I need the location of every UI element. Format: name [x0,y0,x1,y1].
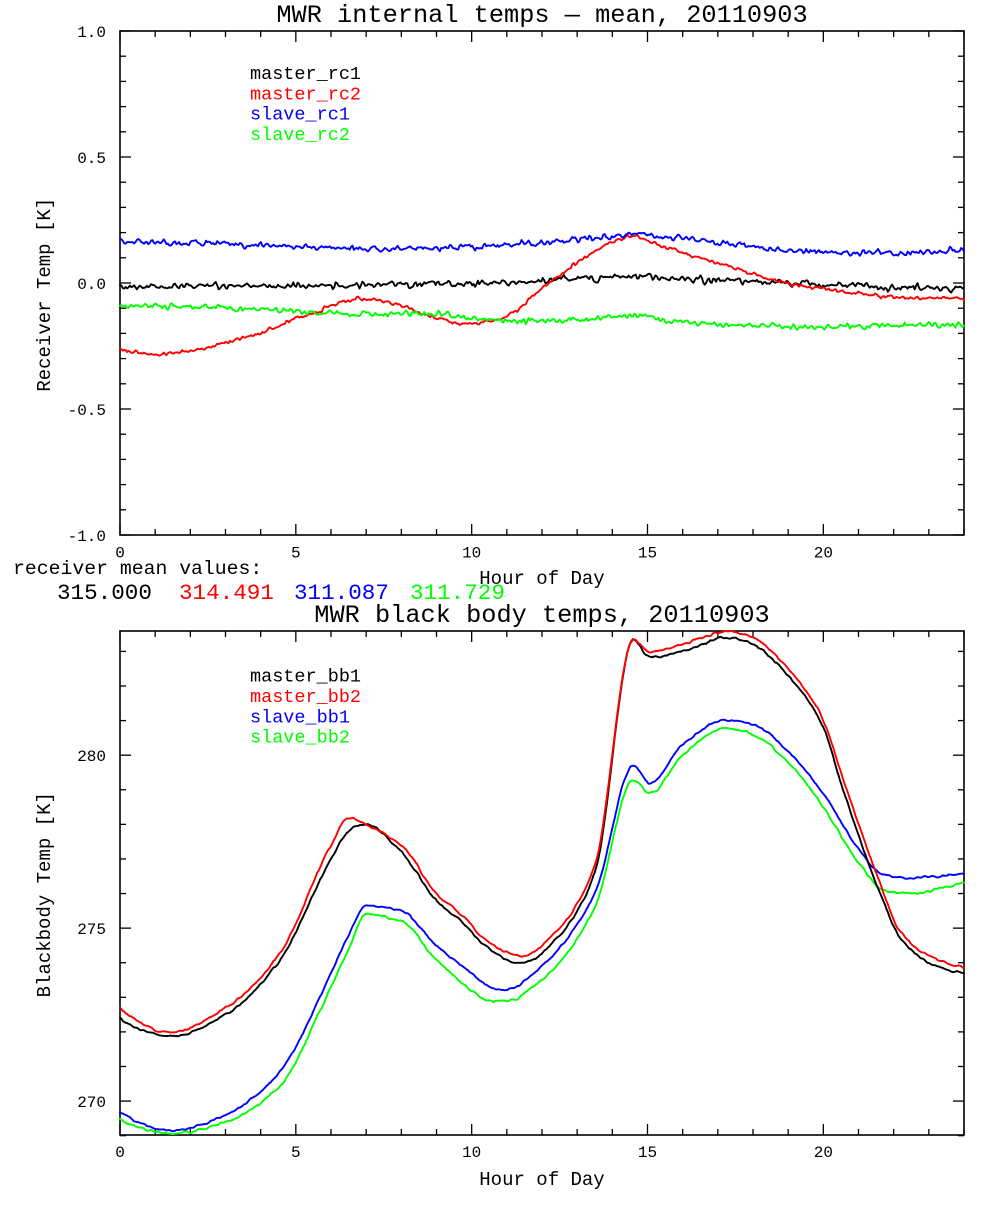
svg-text:master_rc2: master_rc2 [250,84,361,105]
svg-text:0.0: 0.0 [77,276,106,294]
svg-text:master_rc1: master_rc1 [250,64,361,85]
svg-text:5: 5 [291,1144,301,1162]
svg-text:Receiver Temp [K]: Receiver Temp [K] [34,198,56,392]
svg-text:-1.0: -1.0 [68,528,106,546]
svg-text:slave_bb1: slave_bb1 [250,707,350,728]
svg-text:-0.5: -0.5 [68,402,106,420]
svg-text:10: 10 [462,1144,481,1162]
svg-text:20: 20 [814,1144,833,1162]
svg-text:15: 15 [638,545,657,563]
svg-text:280: 280 [77,748,106,766]
svg-text:0.5: 0.5 [77,150,106,168]
svg-text:1.0: 1.0 [77,24,106,42]
svg-text:5: 5 [291,545,301,563]
svg-text:MWR internal temps — mean, 201: MWR internal temps — mean, 20110903 [276,1,807,30]
svg-text:master_bb1: master_bb1 [250,667,361,688]
svg-text:15: 15 [638,1144,657,1162]
svg-text:314.491: 314.491 [179,580,274,606]
svg-text:receiver mean values:: receiver mean values: [13,558,262,580]
svg-text:Blackbody Temp [K]: Blackbody Temp [K] [34,792,56,997]
svg-text:master_bb2: master_bb2 [250,687,361,708]
svg-text:slave_bb2: slave_bb2 [250,728,350,749]
svg-text:slave_rc2: slave_rc2 [250,125,350,146]
svg-text:315.000: 315.000 [57,580,152,606]
svg-text:0: 0 [115,1144,125,1162]
svg-text:270: 270 [77,1094,106,1112]
svg-text:slave_rc1: slave_rc1 [250,105,350,126]
svg-text:275: 275 [77,921,106,939]
svg-text:10: 10 [462,545,481,563]
svg-text:20: 20 [814,545,833,563]
svg-text:Hour of Day: Hour of Day [479,1169,604,1191]
svg-text:MWR black body temps, 20110903: MWR black body temps, 20110903 [314,601,769,630]
